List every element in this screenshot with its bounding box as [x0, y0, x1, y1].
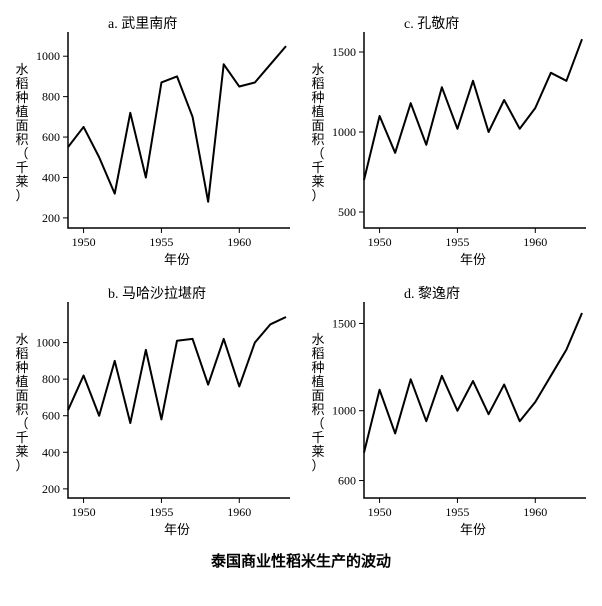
y-axis-label-char: 植 — [311, 104, 324, 119]
panel-title: c. 孔敬府 — [404, 16, 459, 32]
y-axis-label-char: 种 — [15, 90, 28, 105]
panel-c: 500 1000 1500 1950 1955 1960 c. 孔敬府年份 水稻种植面积（千莱… — [306, 10, 592, 270]
y-axis-label-char: 水 — [311, 332, 324, 347]
x-tick-label: 1950 — [368, 505, 392, 519]
panel-b: 200 400 600 800 1000 1950 1955 1960 b. 马哈沙拉堪府年份 水… — [10, 280, 296, 540]
y-tick-label: 1500 — [332, 316, 356, 330]
y-axis-label-char: 水 — [311, 62, 324, 77]
x-tick-label: 1955 — [445, 235, 469, 249]
x-axis-label: 年份 — [460, 252, 486, 267]
y-tick-label: 600 — [338, 474, 356, 488]
y-axis-label-char: （ — [15, 416, 28, 431]
x-tick-label: 1960 — [523, 505, 547, 519]
y-tick-label: 1000 — [332, 404, 356, 418]
chart-grid: 2004006008001000195019551960a. 武里南府年份水稻种… — [10, 10, 592, 540]
y-axis-label-char: 面 — [15, 388, 28, 403]
panel-a: 200 400 600 800 1000 1950 1955 1960 a. 武里南府年份 水稻种… — [10, 10, 296, 270]
panel-title: a. 武里南府 — [108, 16, 177, 32]
y-axis-label-char: ） — [15, 188, 28, 203]
y-tick-label: 400 — [42, 170, 60, 184]
y-axis-label-char: 面 — [15, 118, 28, 133]
y-axis-label-char: 种 — [15, 360, 28, 375]
y-axis-label-char: （ — [311, 416, 324, 431]
x-tick-label: 1960 — [227, 505, 251, 519]
y-axis-label-char: ） — [311, 458, 324, 473]
chart-panel-d: 600 1000 1500 1950 1955 1960 d. 黎逸府年份 水稻种植面积（千莱… — [306, 280, 592, 540]
y-axis-label-char: （ — [15, 146, 28, 161]
y-tick-label: 1000 — [332, 125, 356, 139]
y-axis-label-char: 种 — [311, 360, 324, 375]
y-axis-label-char: 莱 — [15, 174, 28, 189]
y-tick-label: 800 — [42, 372, 60, 386]
figure-caption: 泰国商业性稻米生产的波动 — [10, 550, 592, 571]
data-line — [364, 313, 582, 453]
y-axis-label-char: ） — [15, 458, 28, 473]
y-axis-label-char: 千 — [311, 430, 324, 445]
x-tick-label: 1960 — [523, 235, 547, 249]
x-tick-label: 1960 — [227, 235, 251, 249]
y-tick-label: 500 — [338, 205, 356, 219]
y-axis-label-char: 积 — [311, 132, 324, 147]
x-tick-label: 1950 — [72, 505, 96, 519]
y-axis-label-char: 积 — [15, 402, 28, 417]
x-axis-label: 年份 — [164, 252, 190, 267]
x-axis-label: 年份 — [164, 522, 190, 537]
y-tick-label: 600 — [42, 130, 60, 144]
y-axis-label-char: 稻 — [311, 76, 324, 91]
y-axis-label-char: 莱 — [311, 444, 324, 459]
x-tick-label: 1955 — [445, 505, 469, 519]
chart-panel-a: 200 400 600 800 1000 1950 1955 1960 a. 武里南府年份 水稻种… — [10, 10, 296, 270]
y-tick-label: 800 — [42, 90, 60, 104]
axes — [364, 32, 586, 228]
y-axis-label-char: 千 — [15, 160, 28, 175]
y-axis-label-char: ） — [311, 188, 324, 203]
y-tick-label: 1000 — [36, 336, 60, 350]
y-axis-label-char: 积 — [311, 402, 324, 417]
x-tick-label: 1955 — [149, 505, 173, 519]
chart-panel-c: 500 1000 1500 1950 1955 1960 c. 孔敬府年份 水稻种植面积（千莱… — [306, 10, 592, 270]
y-tick-label: 1000 — [36, 49, 60, 63]
y-tick-label: 200 — [42, 211, 60, 225]
y-axis-label-char: 莱 — [15, 444, 28, 459]
panel-title: b. 马哈沙拉堪府 — [108, 286, 206, 302]
x-axis-label: 年份 — [460, 522, 486, 537]
y-tick-label: 1500 — [332, 45, 356, 59]
y-axis-label-char: 面 — [311, 118, 324, 133]
y-axis-label-char: 千 — [15, 430, 28, 445]
y-axis-label-char: 稻 — [15, 76, 28, 91]
y-axis-label-char: （ — [311, 146, 324, 161]
y-axis-label-char: 水 — [15, 332, 28, 347]
data-line — [364, 39, 582, 180]
y-axis-label-char: 千 — [311, 160, 324, 175]
y-tick-label: 200 — [42, 482, 60, 496]
y-axis-label-char: 面 — [311, 388, 324, 403]
y-axis-label-char: 种 — [311, 90, 324, 105]
y-axis-label-char: 植 — [15, 374, 28, 389]
y-axis-label-char: 水 — [15, 62, 28, 77]
data-line — [68, 46, 286, 202]
panel-title: d. 黎逸府 — [404, 286, 460, 302]
data-line — [68, 317, 286, 423]
chart-panel-b: 200 400 600 800 1000 1950 1955 1960 b. 马哈沙拉堪府年份 水… — [10, 280, 296, 540]
y-tick-label: 600 — [42, 409, 60, 423]
y-tick-label: 400 — [42, 445, 60, 459]
y-axis-label-char: 稻 — [15, 346, 28, 361]
x-tick-label: 1950 — [72, 235, 96, 249]
panel-d: 600 1000 1500 1950 1955 1960 d. 黎逸府年份 水稻种植面积（千莱… — [306, 280, 592, 540]
y-axis-label-char: 稻 — [311, 346, 324, 361]
x-tick-label: 1955 — [149, 235, 173, 249]
y-axis-label-char: 植 — [311, 374, 324, 389]
y-axis-label-char: 植 — [15, 104, 28, 119]
axes — [364, 302, 586, 498]
y-axis-label-char: 莱 — [311, 174, 324, 189]
x-tick-label: 1950 — [368, 235, 392, 249]
axes — [68, 32, 290, 228]
y-axis-label-char: 积 — [15, 132, 28, 147]
axes — [68, 302, 290, 498]
